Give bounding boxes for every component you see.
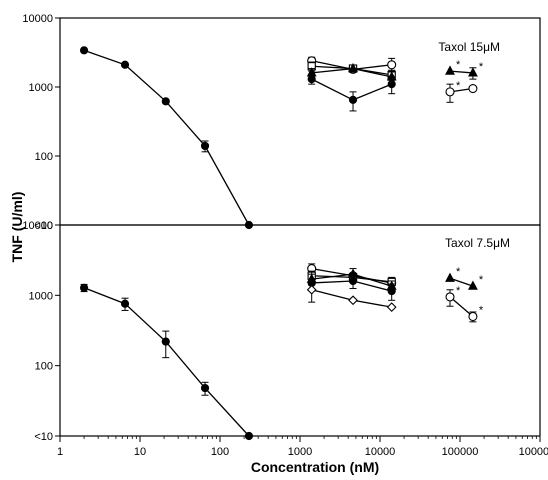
series-line — [449, 70, 473, 74]
data-point — [387, 60, 397, 70]
data-point — [306, 284, 317, 295]
panel-top-y-axis: <10 100 1000 10000 — [22, 13, 60, 232]
data-point — [386, 302, 397, 312]
data-point — [79, 283, 89, 292]
y-tick-label: 10000 — [22, 13, 53, 25]
panel-bottom: Taxol 7.5μM <10 100 1000 10000 * * * * — [22, 220, 541, 443]
y-tick-label: 100 — [35, 151, 53, 163]
panel-bottom-marks: * * * * — [79, 263, 484, 441]
y-axis-title: TNF (U/ml) — [9, 192, 25, 263]
x-tick-label: 1 — [57, 446, 63, 458]
x-axis: 1 10 100 1000 10000 100000 1000000 — [57, 436, 548, 458]
data-point — [200, 383, 210, 393]
significance-star: * — [479, 305, 484, 317]
x-tick-label: 10000 — [365, 446, 396, 458]
x-tick-label: 100000 — [442, 446, 479, 458]
data-point — [348, 276, 358, 286]
data-point — [307, 75, 316, 84]
panel-bottom-label: Taxol 7.5μM — [445, 236, 510, 250]
data-point — [468, 311, 478, 322]
y-tick-label: 1000 — [29, 82, 53, 94]
y-tick-label: 100 — [35, 361, 53, 373]
data-point — [387, 80, 396, 89]
series-line — [449, 277, 474, 287]
x-tick-label: 1000000 — [519, 446, 548, 458]
data-point — [200, 141, 210, 151]
x-tick-label: 10 — [134, 446, 146, 458]
data-point — [467, 280, 478, 290]
significance-star: * — [456, 80, 461, 92]
series-line — [83, 49, 250, 226]
data-point — [120, 299, 130, 308]
data-point — [387, 286, 396, 296]
x-tick-label: 100 — [211, 446, 229, 458]
significance-star: * — [456, 59, 461, 71]
data-point — [467, 67, 478, 77]
data-point — [348, 62, 358, 73]
series-line — [83, 287, 250, 437]
data-point — [348, 295, 358, 306]
significance-star: * — [456, 285, 461, 297]
y-tick-label: 1000 — [29, 290, 53, 302]
significance-star: * — [456, 266, 461, 278]
data-point — [161, 97, 170, 106]
panel-top-marks: * * * — [79, 46, 484, 230]
data-point — [445, 87, 455, 97]
series-line — [449, 296, 474, 317]
y-tick-label: <10 — [34, 431, 53, 443]
panel-bottom-frame — [59, 224, 541, 437]
x-axis-title: Concentration (nM) — [251, 459, 379, 475]
data-point — [468, 83, 478, 94]
significance-star: * — [479, 274, 484, 286]
panel-top-label: Taxol 15μM — [438, 40, 500, 54]
panel-bottom-y-axis: <10 100 1000 10000 — [22, 220, 60, 443]
data-point — [120, 60, 130, 69]
significance-star: * — [479, 61, 484, 73]
panel-top: Taxol 15μM <10 100 1000 10000 * * * — [22, 13, 541, 232]
y-tick-label: <10 — [34, 220, 53, 232]
data-point — [348, 95, 358, 105]
data-point — [445, 292, 455, 302]
data-point — [79, 46, 89, 55]
data-point — [445, 65, 455, 75]
x-tick-label: 1000 — [288, 446, 312, 458]
data-point — [161, 337, 170, 346]
y-tick-label: 10000 — [22, 220, 53, 232]
data-point — [244, 431, 254, 441]
data-point — [445, 272, 455, 282]
